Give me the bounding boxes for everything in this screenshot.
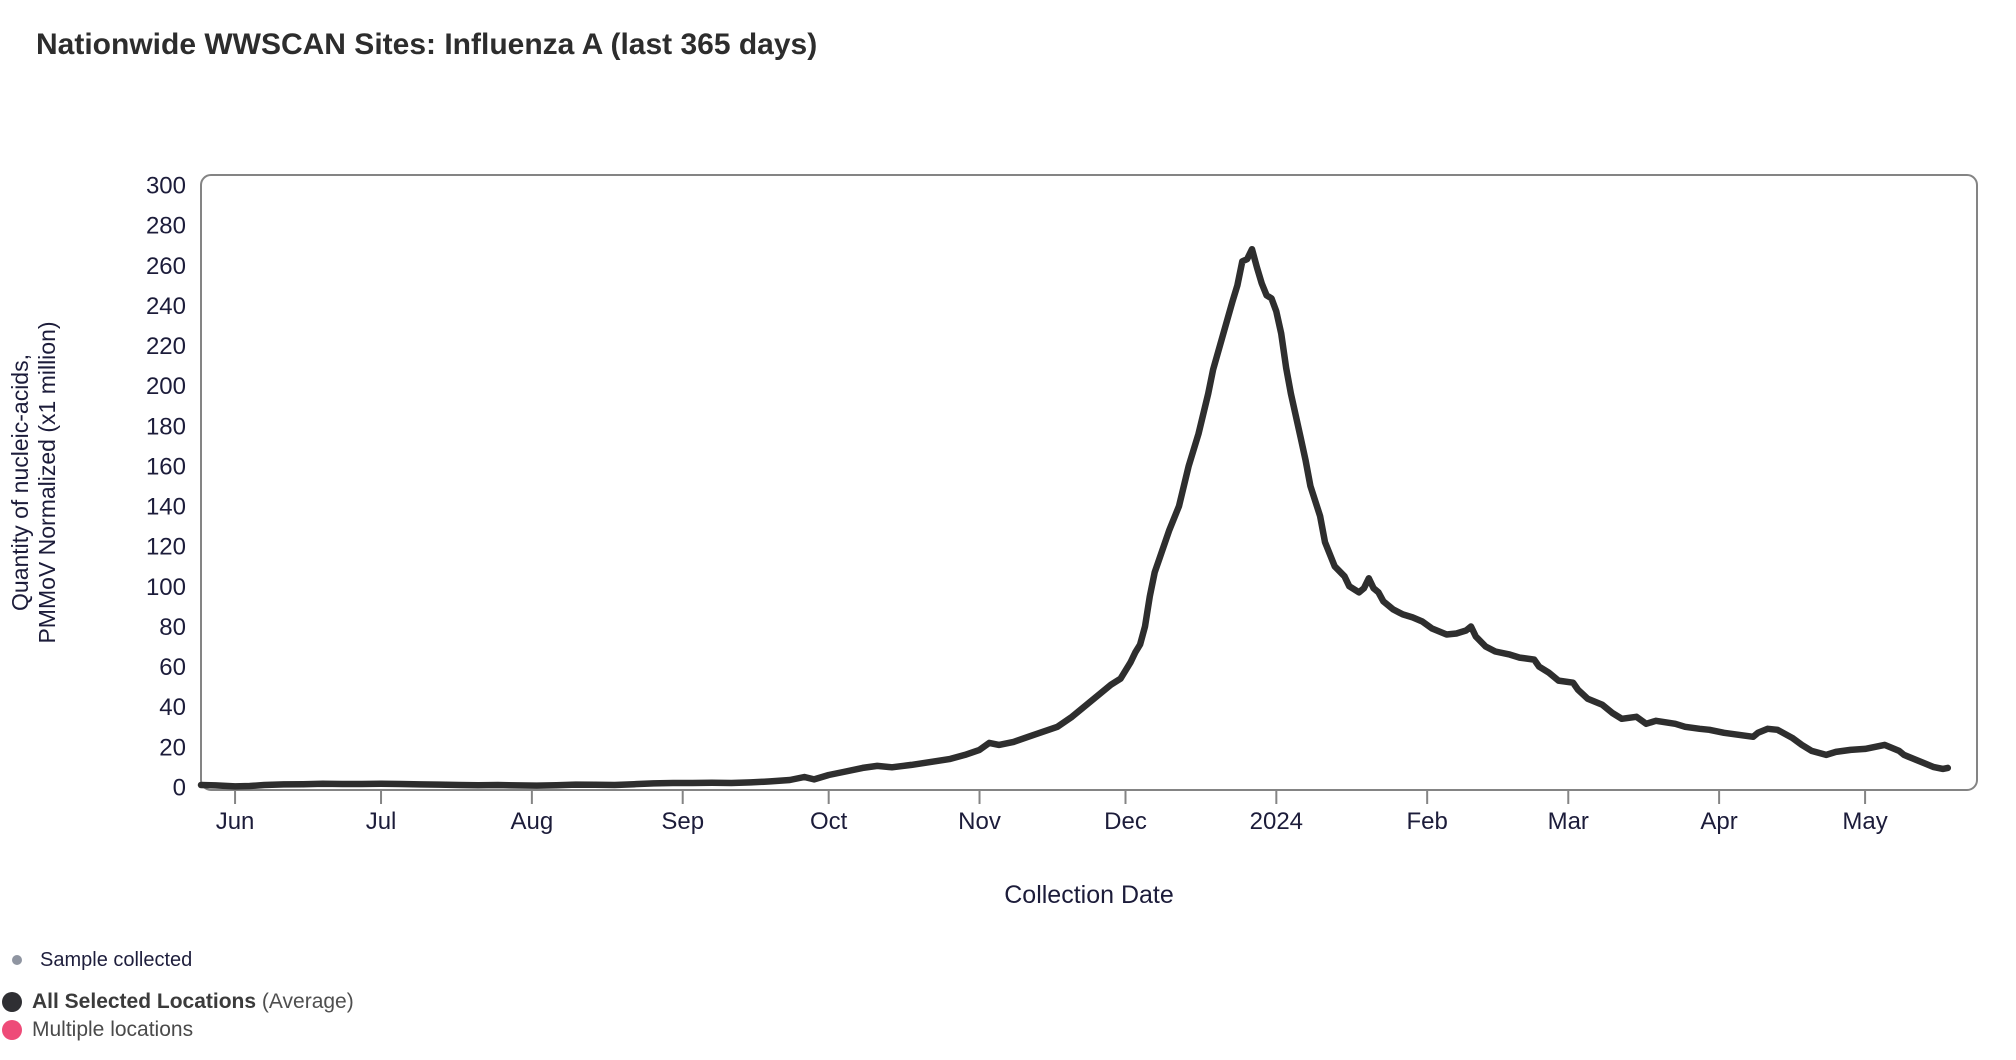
x-tick-label: Sep — [661, 808, 704, 835]
y-tick-label: 300 — [146, 173, 186, 200]
chart-series — [197, 245, 1952, 790]
y-tick-label: 260 — [146, 253, 186, 280]
x-tick-label: Oct — [810, 808, 848, 835]
legend-item-sample-collected: Sample collected — [12, 948, 192, 972]
y-tick-label: 0 — [173, 775, 186, 802]
sample-collected-dot-icon — [12, 955, 22, 965]
chart-title: Nationwide WWSCAN Sites: Influenza A (la… — [36, 28, 818, 61]
x-tick-label: May — [1842, 808, 1887, 835]
y-tick-label: 220 — [146, 333, 186, 360]
multiple-locations-dot-icon — [2, 1020, 22, 1040]
x-tick-label: Feb — [1406, 808, 1447, 835]
x-tick-label: Jun — [216, 808, 255, 835]
y-tick-label: 20 — [159, 734, 186, 761]
legend-item-all-selected-locations: All Selected Locations (Average) — [2, 989, 354, 1015]
y-tick-label: 160 — [146, 453, 186, 480]
trend-line-all-selected-locations — [197, 245, 1952, 790]
y-axis-title: Quantity of nucleic-acids,PMMoV Normaliz… — [7, 321, 60, 643]
y-tick-label: 140 — [146, 494, 186, 521]
x-tick-label: Mar — [1548, 808, 1589, 835]
x-axis-title: Collection Date — [1004, 881, 1174, 909]
y-tick-label: 240 — [146, 293, 186, 320]
x-tick-label: Aug — [511, 808, 554, 835]
legend-label: Sample collected — [40, 948, 193, 971]
x-tick-label: Nov — [958, 808, 1001, 835]
x-tick-label: Jul — [366, 808, 397, 835]
legend-label: Multiple locations — [32, 1018, 194, 1041]
plot-border — [200, 174, 1978, 791]
y-tick-label: 100 — [146, 574, 186, 601]
x-tick-label: 2024 — [1250, 808, 1303, 835]
y-tick-label: 60 — [159, 654, 186, 681]
all-locations-dot-icon — [2, 992, 22, 1012]
x-tick-label: Apr — [1700, 808, 1737, 835]
y-tick-label: 180 — [146, 413, 186, 440]
legend-item-multiple-locations: Multiple locations — [2, 1017, 193, 1043]
legend-label-suffix: (Average) — [256, 990, 354, 1013]
y-tick-label: 200 — [146, 373, 186, 400]
chart-axes: 0 20 40 60 80 100 120 140 160 180 200 220 240 260 280 3… — [7, 173, 1978, 909]
y-tick-label: 120 — [146, 534, 186, 561]
y-tick-label: 40 — [159, 694, 186, 721]
y-tick-label: 80 — [159, 614, 186, 641]
y-tick-label: 280 — [146, 213, 186, 240]
legend-label: All Selected Locations — [32, 990, 257, 1013]
x-tick-label: Dec — [1104, 808, 1147, 835]
